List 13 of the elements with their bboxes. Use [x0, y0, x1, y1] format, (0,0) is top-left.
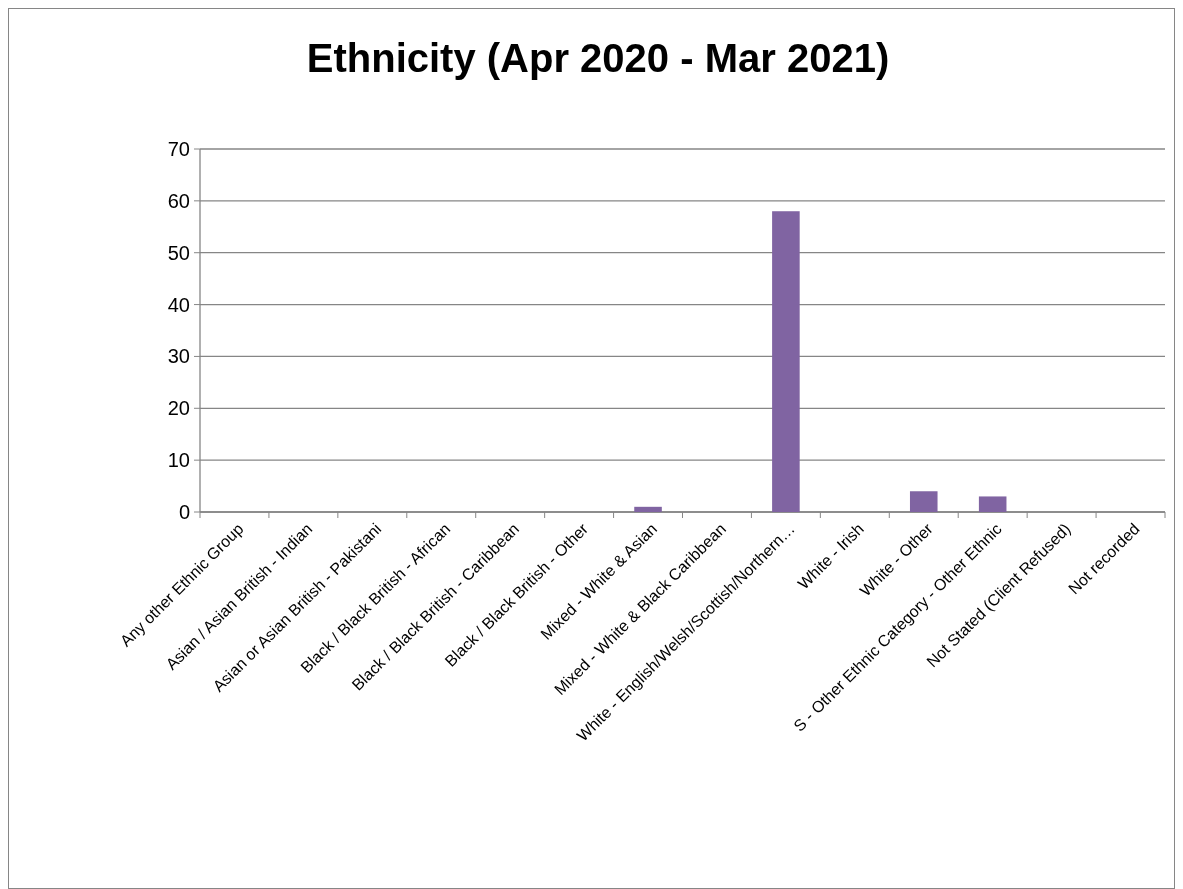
y-tick-label: 50 [167, 241, 190, 264]
bar [978, 496, 1007, 512]
y-tick-label: 10 [167, 449, 190, 472]
y-tick-label: 40 [167, 293, 190, 316]
y-tick-label: 20 [167, 397, 190, 420]
y-tick-label: 70 [167, 138, 190, 160]
y-tick-label: 30 [167, 345, 190, 368]
y-tick-label: 60 [167, 189, 190, 212]
bar [634, 506, 662, 512]
chart-title: Ethnicity (Apr 2020 - Mar 2021) [306, 36, 890, 80]
bar [772, 211, 800, 512]
bar [909, 491, 938, 512]
y-tick-label: 0 [178, 501, 190, 523]
